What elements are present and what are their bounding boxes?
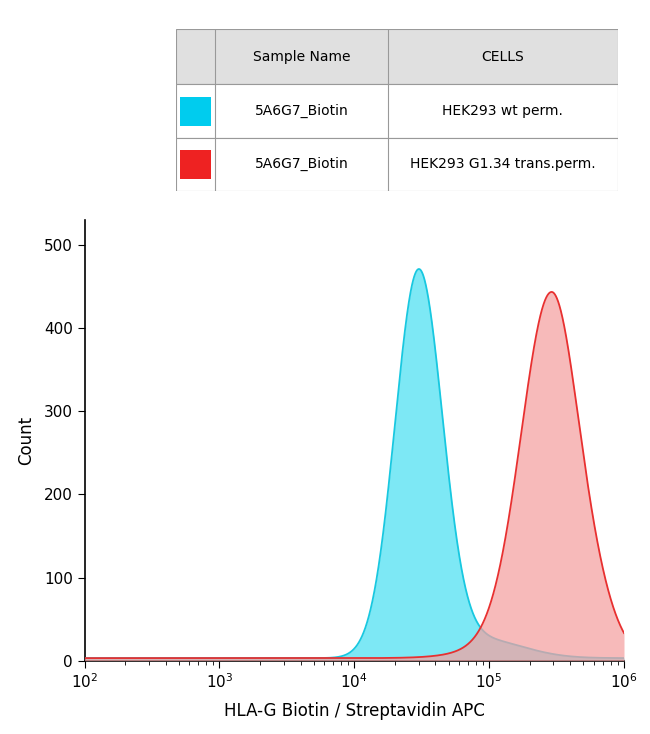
- X-axis label: HLA-G Biotin / Streptavidin APC: HLA-G Biotin / Streptavidin APC: [224, 702, 485, 720]
- Y-axis label: Count: Count: [18, 416, 35, 465]
- Bar: [176, 29, 618, 84]
- Bar: [176, 84, 618, 137]
- Bar: [180, 96, 211, 126]
- Text: Sample Name: Sample Name: [253, 50, 350, 64]
- Text: HEK293 wt perm.: HEK293 wt perm.: [442, 104, 563, 118]
- Text: 5A6G7_Biotin: 5A6G7_Biotin: [255, 157, 348, 171]
- Text: 5A6G7_Biotin: 5A6G7_Biotin: [255, 103, 348, 118]
- Bar: [180, 150, 211, 179]
- Text: CELLS: CELLS: [481, 50, 524, 64]
- Text: HEK293 G1.34 trans.perm.: HEK293 G1.34 trans.perm.: [410, 157, 595, 171]
- Bar: [176, 137, 618, 191]
